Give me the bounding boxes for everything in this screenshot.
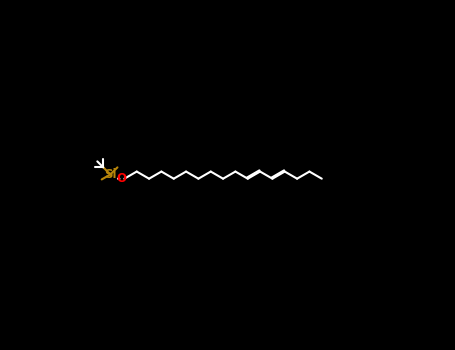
Text: Si: Si xyxy=(104,168,116,181)
Text: O: O xyxy=(116,172,126,185)
